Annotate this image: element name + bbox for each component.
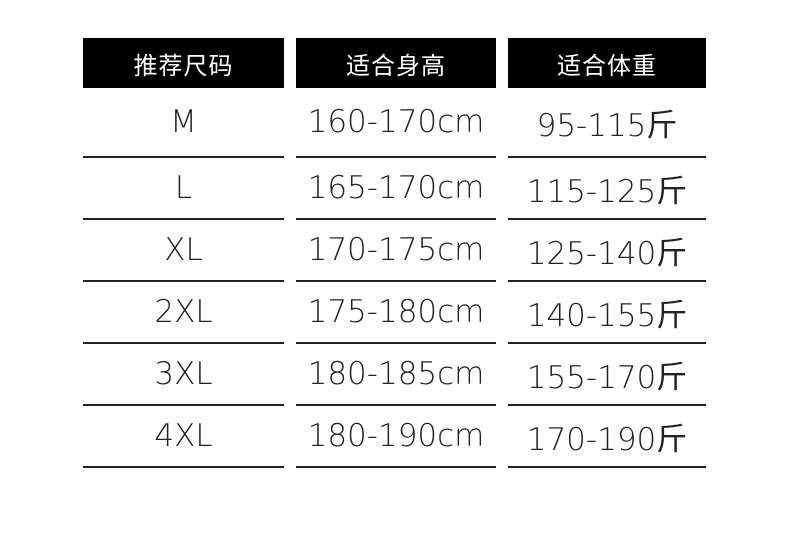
- table-cell: 125-140斤: [508, 220, 706, 282]
- table-cell: 115-125斤: [508, 158, 706, 220]
- table-cell: 140-155斤: [508, 282, 706, 344]
- table-cell: 3XL: [83, 344, 284, 406]
- table-cell: L: [83, 158, 284, 220]
- table-cell: 170-190斤: [508, 406, 706, 468]
- column-header: 推荐尺码: [83, 38, 284, 88]
- table-cell: 180-185cm: [296, 344, 496, 406]
- height-column: 适合身高 160-170cm 165-170cm 170-175cm 175-180cm…: [296, 38, 496, 468]
- table-cell: 165-170cm: [296, 158, 496, 220]
- table-cell: 155-170斤: [508, 344, 706, 406]
- table-cell: 180-190cm: [296, 406, 496, 468]
- size-column: 推荐尺码 M L XL 2XL 3XL 4XL: [83, 38, 284, 468]
- table-cell: 175-180cm: [296, 282, 496, 344]
- table-cell: 170-175cm: [296, 220, 496, 282]
- weight-column: 适合体重 95-115斤 115-125斤 125-140斤 140-155斤 155-1…: [508, 38, 706, 468]
- table-cell: 2XL: [83, 282, 284, 344]
- table-cell: XL: [83, 220, 284, 282]
- column-header: 适合身高: [296, 38, 496, 88]
- column-header: 适合体重: [508, 38, 706, 88]
- table-cell: M: [83, 88, 284, 158]
- table-cell: 95-115斤: [508, 88, 706, 158]
- table-cell: 160-170cm: [296, 88, 496, 158]
- table-cell: 4XL: [83, 406, 284, 468]
